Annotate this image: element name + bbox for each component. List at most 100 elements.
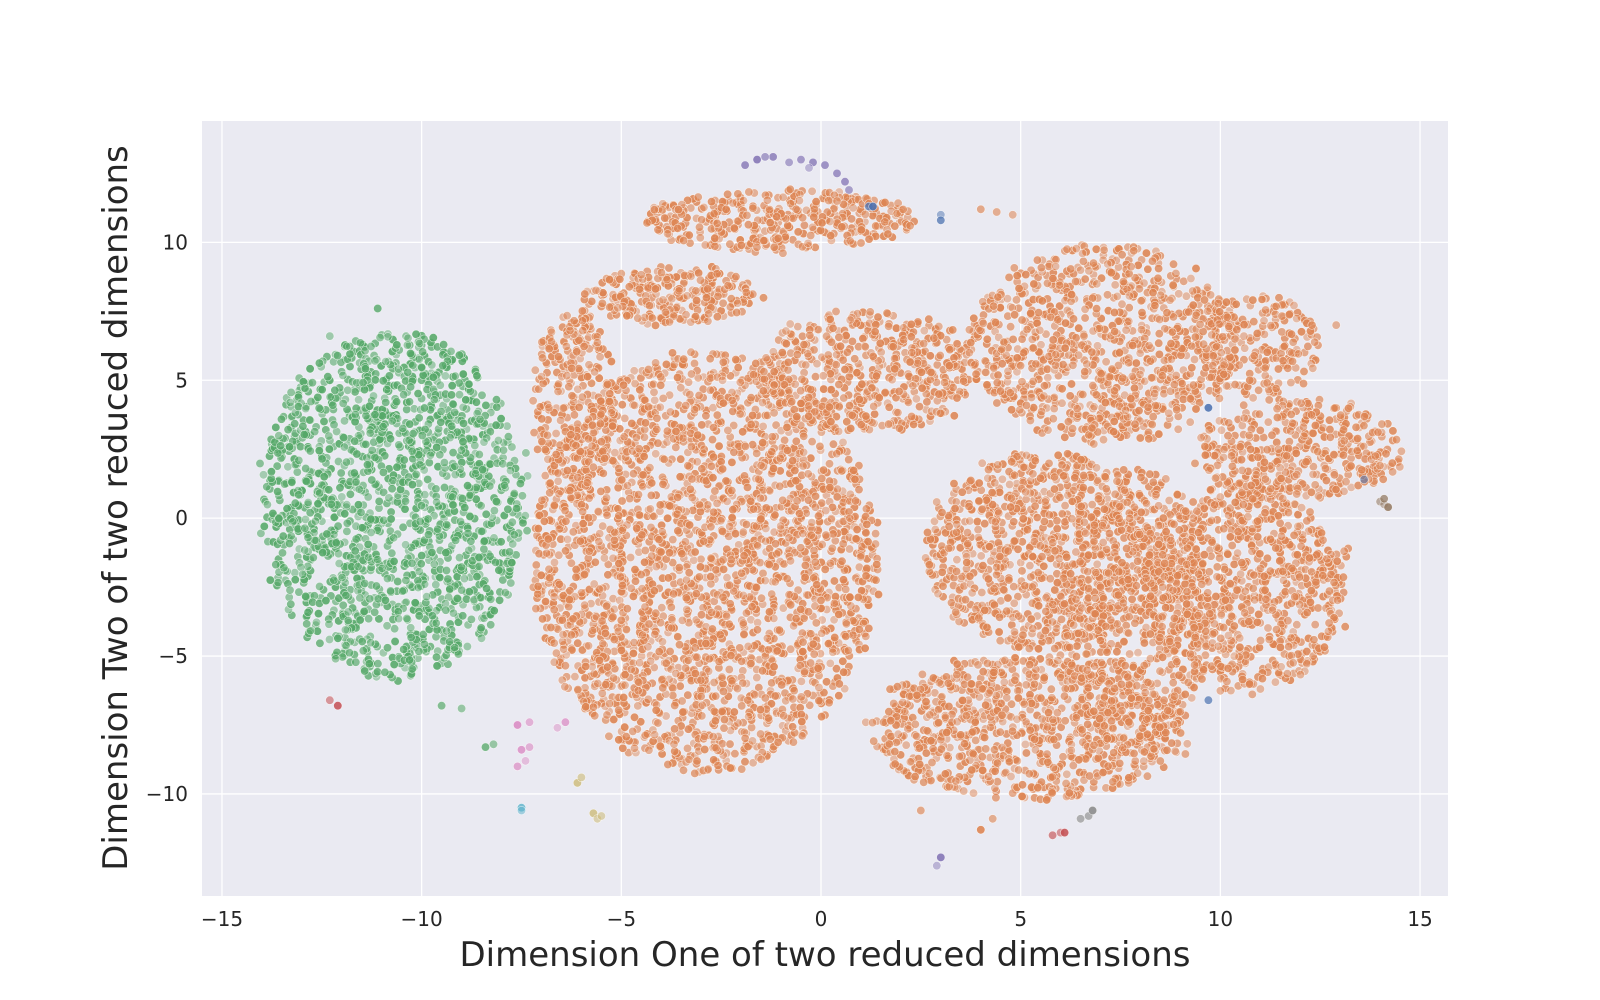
scatter-point	[692, 652, 702, 662]
scatter-point	[756, 460, 766, 470]
scatter-point	[274, 431, 284, 441]
scatter-point	[687, 474, 697, 484]
scatter-point	[549, 592, 559, 602]
scatter-point	[765, 205, 775, 215]
scatter-point	[635, 658, 645, 668]
scatter-point	[864, 623, 874, 633]
scatter-point	[341, 641, 351, 651]
scatter-point	[427, 547, 437, 557]
scatter-point	[601, 680, 611, 690]
scatter-point	[394, 614, 404, 624]
scatter-point	[665, 646, 675, 656]
scatter-point	[696, 610, 706, 620]
scatter-point	[431, 580, 441, 590]
scatter-point	[561, 516, 571, 526]
scatter-point	[602, 710, 612, 720]
scatter-point	[701, 638, 711, 648]
scatter-point	[825, 658, 835, 668]
scatter-point	[366, 514, 376, 524]
scatter-point	[462, 594, 472, 604]
scatter-point	[717, 706, 727, 716]
scatter-point	[640, 557, 650, 567]
scatter-point	[400, 496, 410, 506]
scatter-point	[685, 484, 695, 494]
scatter-point	[568, 614, 578, 624]
scatter-point	[554, 489, 564, 499]
scatter-point	[474, 552, 484, 562]
scatter-point	[640, 730, 650, 740]
scatter-point	[373, 303, 383, 313]
scatter-point	[703, 764, 713, 774]
scatter-point	[694, 500, 704, 510]
scatter-point	[350, 409, 360, 419]
scatter-point	[725, 599, 735, 609]
scatter-point	[793, 227, 803, 237]
scatter-point	[693, 430, 703, 440]
scatter-point	[313, 499, 323, 509]
scatter-point	[432, 497, 442, 507]
scatter-point	[797, 717, 807, 727]
scatter-point	[665, 407, 675, 417]
scatter-point	[707, 435, 717, 445]
scatter-point	[838, 575, 848, 585]
scatter-point	[341, 590, 351, 600]
scatter-point	[710, 241, 720, 251]
scatter-point	[769, 662, 779, 672]
scatter-point	[660, 213, 670, 223]
scatter-point	[871, 529, 881, 539]
scatter-point	[382, 573, 392, 583]
scatter-point	[604, 731, 614, 741]
scatter-point	[658, 683, 668, 693]
scatter-point	[646, 522, 656, 532]
scatter-point	[587, 420, 597, 430]
scatter-point	[378, 421, 388, 431]
scatter-point	[760, 576, 770, 586]
scatter-point	[323, 372, 333, 382]
scatter-point	[862, 563, 872, 573]
scatter-point	[834, 609, 844, 619]
scatter-point	[610, 527, 620, 537]
scatter-point	[725, 521, 735, 531]
scatter-point	[418, 347, 428, 357]
scatter-point	[628, 648, 638, 658]
scatter-point	[362, 460, 372, 470]
scatter-point	[479, 437, 489, 447]
scatter-point	[387, 484, 397, 494]
scatter-point	[557, 615, 567, 625]
scatter-point	[709, 209, 719, 219]
scatter-point	[798, 647, 808, 657]
scatter-point	[381, 357, 391, 367]
scatter-point	[471, 397, 481, 407]
scatter-point	[709, 677, 719, 687]
scatter-point	[509, 530, 519, 540]
scatter-point	[684, 377, 694, 387]
scatter-point	[706, 522, 716, 532]
scatter-point	[663, 513, 673, 523]
scatter-point	[733, 189, 743, 199]
scatter-point	[748, 203, 758, 213]
scatter-point	[675, 472, 685, 482]
scatter-point	[711, 691, 721, 701]
scatter-point	[463, 481, 473, 491]
scatter-point	[389, 556, 399, 566]
scatter-point	[413, 389, 423, 399]
scatter-point	[656, 618, 666, 628]
scatter-point	[837, 466, 847, 476]
scatter-point	[351, 477, 361, 487]
scatter-point	[573, 384, 583, 394]
scatter-point	[706, 553, 716, 563]
scatter-point	[645, 463, 655, 473]
scatter-point	[407, 480, 417, 490]
scatter-point	[726, 555, 736, 565]
scatter-point	[755, 493, 765, 503]
scatter-point	[414, 611, 424, 621]
scatter-point	[458, 611, 468, 621]
scatter-point	[617, 496, 627, 506]
scatter-point	[545, 488, 555, 498]
scatter-point	[560, 506, 570, 516]
scatter-point	[806, 658, 816, 668]
scatter-point	[731, 355, 741, 365]
scatter-point	[475, 414, 485, 424]
scatter-point	[673, 492, 683, 502]
scatter-point	[821, 530, 831, 540]
